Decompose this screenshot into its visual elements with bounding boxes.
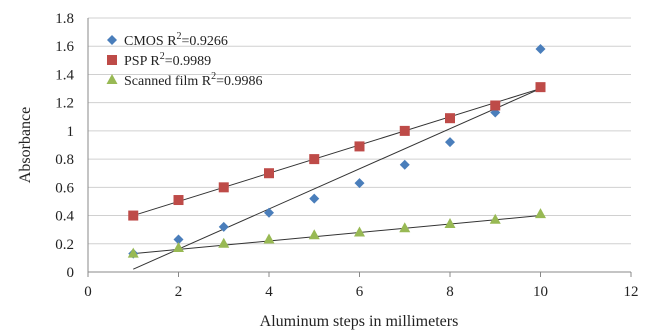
- scanned-film-point: [354, 226, 365, 237]
- cmos-point: [354, 178, 365, 189]
- y-tick-label: 1.4: [55, 67, 74, 83]
- x-tick-label: 8: [446, 284, 454, 300]
- y-axis-title: Absorbance: [17, 107, 34, 183]
- cmos-legend-label: CMOS R2=0.9266: [124, 31, 228, 49]
- y-tick-label: 0.4: [55, 209, 74, 225]
- cmos-point: [399, 159, 410, 170]
- y-tick-label: 1.6: [55, 39, 74, 55]
- legend-r2-value: =0.9986: [216, 74, 262, 89]
- legend-r2-label: R: [167, 34, 177, 49]
- scanned-film-point: [263, 233, 275, 244]
- legend-r2-value: =0.9266: [182, 34, 228, 49]
- y-tick-label: 0: [67, 265, 75, 281]
- cmos-point: [309, 193, 320, 204]
- scanned-film-point: [489, 213, 501, 224]
- x-tick-label: 10: [533, 284, 548, 300]
- psp-legend-label: PSP R2=0.9989: [124, 51, 211, 69]
- legend-r2-superscript: 2: [177, 31, 182, 42]
- psp-point: [128, 210, 139, 221]
- x-tick-labels: 0 2 4 6 8 10 12: [84, 284, 638, 300]
- legend-r2-superscript: 2: [211, 71, 216, 82]
- cmos-point: [173, 234, 184, 245]
- scanned-film-point: [535, 208, 546, 219]
- scanned-film-point: [127, 247, 139, 258]
- y-tick-labels: 0 0.2 0.4 0.6 0.8 1 1.2 1.4 1.6 1.8: [55, 11, 74, 281]
- x-tick-label: 2: [175, 284, 183, 300]
- x-tick-label: 12: [624, 284, 639, 300]
- legend-r2-label: R: [150, 54, 160, 69]
- legend-r2-label: R: [202, 74, 212, 89]
- scanned-film-legend-marker: [106, 74, 118, 84]
- psp-legend-marker: [107, 55, 117, 65]
- grid-lines: [88, 17, 631, 245]
- y-tick-label: 0.8: [55, 152, 74, 168]
- scanned-film-point: [173, 242, 184, 253]
- legend-r2-value: =0.9989: [165, 54, 211, 69]
- psp-point: [445, 113, 455, 124]
- psp-point: [264, 168, 274, 179]
- scanned-film-point: [399, 222, 411, 233]
- x-axis-title: Aluminum steps in millimeters: [260, 313, 459, 330]
- x-tick-label: 0: [84, 284, 92, 300]
- scanned-film-trendline: [133, 215, 541, 255]
- cmos-point: [264, 207, 274, 218]
- y-tick-label: 1: [67, 124, 75, 140]
- psp-point: [218, 182, 229, 193]
- cmos-point: [535, 44, 546, 55]
- data-points: [127, 44, 546, 259]
- scanned-film-point: [308, 229, 320, 240]
- psp-point: [490, 100, 501, 111]
- cmos-legend-marker: [107, 35, 117, 45]
- psp-point: [354, 141, 365, 152]
- cmos-point: [445, 137, 455, 148]
- scanned-film-point: [444, 218, 456, 229]
- y-tick-label: 1.2: [55, 96, 74, 112]
- scanned-film-point: [218, 237, 230, 248]
- x-tick-label: 6: [356, 284, 364, 300]
- x-tick-label: 4: [265, 284, 273, 300]
- axes: [87, 18, 632, 277]
- legend-series-name: Scanned film: [124, 74, 202, 89]
- psp-point: [399, 125, 410, 136]
- y-tick-label: 1.8: [55, 11, 74, 27]
- psp-point: [309, 154, 320, 165]
- cmos-trendline: [133, 88, 541, 270]
- psp-trendline: [133, 88, 541, 217]
- y-tick-label: 0.2: [55, 237, 74, 253]
- scanned-film-legend-label: Scanned film R2=0.9986: [124, 71, 263, 89]
- psp-point: [535, 82, 546, 93]
- legend-series-name: PSP: [124, 54, 150, 69]
- y-tick-label: 0.6: [55, 180, 74, 196]
- psp-point: [173, 195, 184, 206]
- cmos-point: [218, 221, 229, 232]
- trendlines: [133, 88, 541, 270]
- legend-r2-superscript: 2: [160, 51, 165, 62]
- legend-series-name: CMOS: [124, 34, 167, 49]
